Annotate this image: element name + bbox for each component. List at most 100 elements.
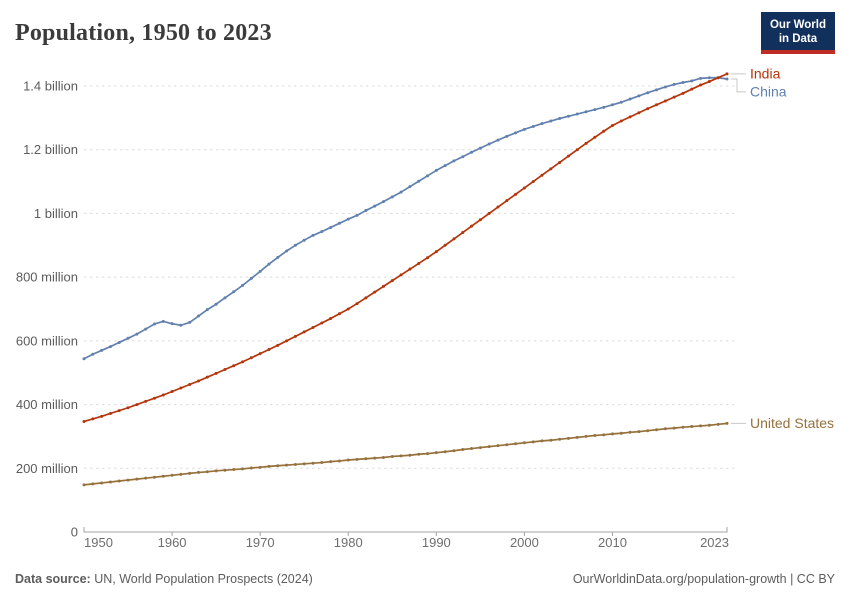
series-dot-india bbox=[285, 339, 289, 343]
series-dot-china bbox=[108, 345, 112, 349]
series-dot-india bbox=[672, 95, 676, 99]
series-dot-united-states bbox=[267, 464, 271, 468]
series-dot-united-states bbox=[540, 439, 544, 443]
y-tick-label: 0 bbox=[71, 525, 78, 540]
series-dot-united-states bbox=[249, 466, 253, 470]
series-dot-united-states bbox=[329, 460, 333, 464]
series-dot-india bbox=[82, 419, 86, 423]
series-dot-china bbox=[355, 213, 359, 217]
series-dot-china bbox=[205, 308, 209, 312]
series-dot-china bbox=[531, 124, 535, 128]
series-dot-united-states bbox=[610, 432, 614, 436]
series-dot-china bbox=[197, 314, 201, 318]
series-dot-india bbox=[152, 396, 156, 400]
series-dot-china bbox=[258, 269, 262, 273]
y-tick-label: 600 million bbox=[16, 333, 78, 348]
series-dot-india bbox=[478, 218, 482, 222]
series-dot-china bbox=[443, 164, 447, 168]
series-dot-china bbox=[302, 238, 306, 242]
series-dot-united-states bbox=[699, 424, 703, 428]
series-dot-united-states bbox=[549, 438, 553, 442]
series-dot-united-states bbox=[487, 445, 491, 449]
series-dot-united-states bbox=[646, 429, 650, 433]
series-dot-india bbox=[496, 205, 500, 209]
series-dot-china bbox=[593, 108, 597, 112]
series-dot-china bbox=[558, 116, 562, 120]
series-dot-china bbox=[179, 323, 183, 327]
series-dot-china bbox=[672, 82, 676, 86]
y-tick-label: 400 million bbox=[16, 397, 78, 412]
series-dot-china bbox=[390, 195, 394, 199]
series-dot-united-states bbox=[355, 457, 359, 461]
series-dot-united-states bbox=[144, 476, 148, 480]
series-dot-china bbox=[602, 105, 606, 109]
series-dot-india bbox=[355, 302, 359, 306]
series-dot-china bbox=[417, 179, 421, 183]
series-dot-united-states bbox=[373, 456, 377, 460]
series-dot-india bbox=[434, 250, 438, 254]
x-tick-label: 1960 bbox=[158, 535, 187, 550]
series-dot-united-states bbox=[126, 478, 130, 482]
series-dot-india bbox=[558, 160, 562, 164]
series-dot-united-states bbox=[399, 454, 403, 458]
series-dot-india bbox=[514, 192, 518, 196]
series-dot-india bbox=[426, 256, 430, 260]
series-dot-india bbox=[452, 237, 456, 241]
series-dot-india bbox=[214, 371, 218, 375]
owid-logo[interactable]: Our World in Data bbox=[760, 12, 835, 55]
chart-title: Population, 1950 to 2023 bbox=[15, 20, 272, 46]
series-dot-united-states bbox=[293, 462, 297, 466]
series-dot-india bbox=[593, 135, 597, 139]
series-dot-united-states bbox=[522, 441, 526, 445]
series-dot-china bbox=[505, 134, 509, 138]
series-dot-china bbox=[117, 340, 121, 344]
series-dot-india bbox=[399, 273, 403, 277]
y-tick-label: 1 billion bbox=[34, 206, 78, 221]
series-dot-united-states bbox=[575, 435, 579, 439]
series-dot-united-states bbox=[663, 427, 667, 431]
series-dot-india bbox=[373, 290, 377, 294]
series-dot-united-states bbox=[82, 483, 86, 487]
series-dot-united-states bbox=[566, 436, 570, 440]
series-dot-india bbox=[249, 356, 253, 360]
series-dot-united-states bbox=[161, 474, 165, 478]
series-dot-india bbox=[364, 296, 368, 300]
x-tick-label: 1970 bbox=[246, 535, 275, 550]
series-dot-united-states bbox=[426, 452, 430, 456]
series-dot-china bbox=[249, 276, 253, 280]
series-dot-china bbox=[188, 320, 192, 324]
series-dot-united-states bbox=[100, 481, 104, 485]
series-dot-united-states bbox=[470, 447, 474, 451]
series-dot-china bbox=[487, 142, 491, 146]
series-dot-india bbox=[716, 76, 720, 80]
series-line-india bbox=[83, 73, 728, 423]
series-dot-united-states bbox=[443, 450, 447, 454]
data-source-note: Data source: UN, World Population Prospe… bbox=[15, 572, 313, 586]
series-dot-china bbox=[337, 221, 341, 225]
series-dot-united-states bbox=[346, 458, 350, 462]
series-dot-china bbox=[100, 348, 104, 352]
series-dot-united-states bbox=[452, 449, 456, 453]
series-dot-china bbox=[241, 283, 245, 287]
series-dot-united-states bbox=[707, 423, 711, 427]
series-dot-united-states bbox=[593, 433, 597, 437]
owid-url-link[interactable]: OurWorldinData.org/population-growth | C… bbox=[572, 572, 835, 586]
series-dot-china bbox=[346, 217, 350, 221]
series-dot-china bbox=[522, 127, 526, 131]
series-dot-united-states bbox=[655, 428, 659, 432]
series-dot-india bbox=[197, 379, 201, 383]
series-dot-united-states bbox=[223, 468, 227, 472]
series-dot-united-states bbox=[276, 464, 280, 468]
series-dot-india bbox=[610, 124, 614, 128]
series-dot-united-states bbox=[285, 463, 289, 467]
series-dot-china bbox=[496, 138, 500, 142]
series-dot-china bbox=[663, 85, 667, 89]
series-dot-china bbox=[373, 204, 377, 208]
series-dot-china bbox=[470, 150, 474, 154]
series-dot-china bbox=[144, 327, 148, 331]
series-dot-india bbox=[205, 375, 209, 379]
series-dot-china bbox=[699, 76, 703, 80]
series-dot-india bbox=[232, 364, 236, 368]
series-dot-india bbox=[470, 224, 474, 228]
